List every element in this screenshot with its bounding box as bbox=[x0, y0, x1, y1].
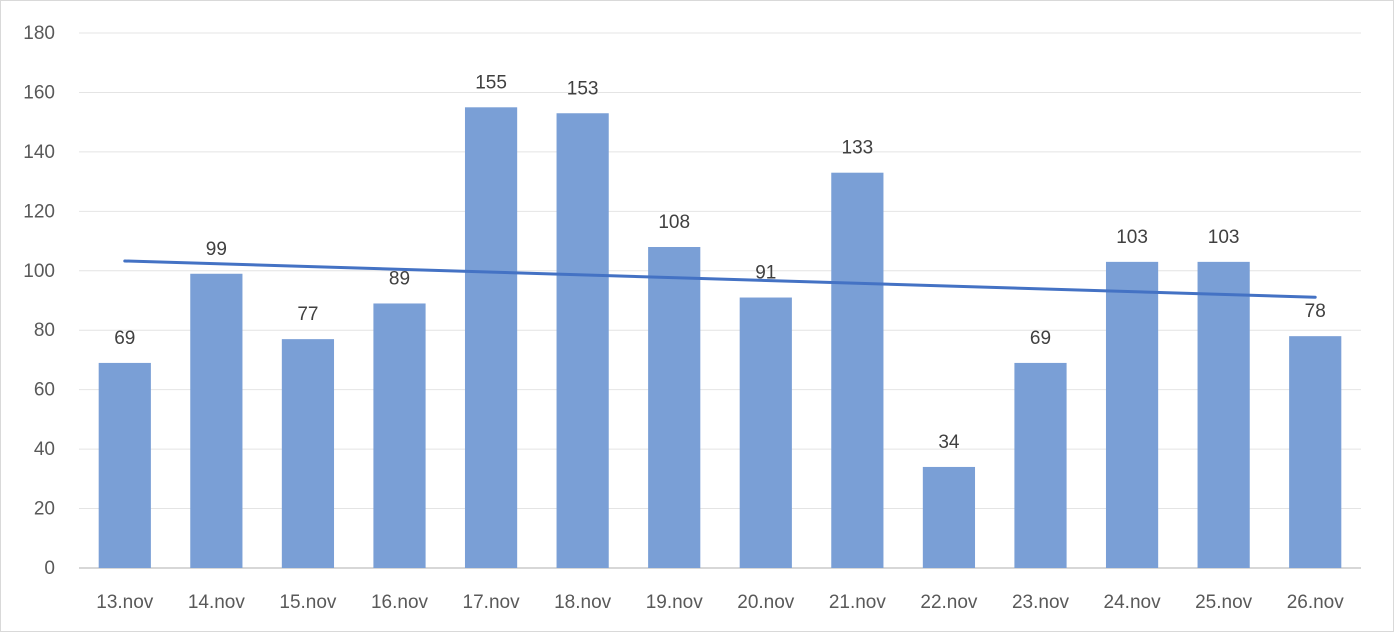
data-label: 103 bbox=[1116, 227, 1148, 248]
bar bbox=[556, 113, 609, 568]
data-label: 34 bbox=[938, 432, 960, 453]
data-label: 155 bbox=[475, 72, 507, 93]
data-label: 108 bbox=[658, 212, 690, 233]
x-tick-label: 18.nov bbox=[554, 592, 612, 613]
x-tick-label: 15.nov bbox=[279, 592, 337, 613]
bar bbox=[281, 339, 335, 568]
data-label: 103 bbox=[1208, 227, 1240, 248]
bar bbox=[1289, 336, 1342, 568]
x-tick-label: 19.nov bbox=[646, 592, 704, 613]
trendline-group bbox=[123, 259, 1317, 299]
data-label: 91 bbox=[755, 263, 776, 284]
data-label: 77 bbox=[297, 304, 318, 325]
x-tick-label: 14.nov bbox=[188, 592, 246, 613]
data-label: 69 bbox=[1030, 328, 1051, 349]
data-label: 133 bbox=[842, 138, 874, 159]
x-tick-label: 26.nov bbox=[1287, 592, 1345, 613]
y-tick-label: 0 bbox=[44, 558, 55, 579]
y-tick-label: 20 bbox=[34, 499, 55, 520]
bar bbox=[831, 172, 884, 568]
y-tick-label: 60 bbox=[34, 380, 55, 401]
x-tick-label: 21.nov bbox=[829, 592, 887, 613]
bar bbox=[373, 303, 426, 568]
x-axis-labels: 13.nov 14.nov 15.nov 16.nov 17.nov 18.nov 19.n… bbox=[96, 592, 1344, 613]
bar bbox=[98, 362, 151, 568]
bar bbox=[1105, 261, 1159, 568]
gridlines bbox=[79, 32, 1361, 569]
data-label: 89 bbox=[389, 268, 410, 289]
x-tick-label: 17.nov bbox=[463, 592, 521, 613]
trendline bbox=[123, 259, 1317, 299]
y-tick-label: 120 bbox=[23, 201, 55, 222]
data-label: 69 bbox=[114, 328, 135, 349]
bar bbox=[190, 273, 243, 568]
bar bbox=[1014, 362, 1067, 568]
x-tick-label: 20.nov bbox=[737, 592, 795, 613]
x-tick-label: 16.nov bbox=[371, 592, 429, 613]
data-labels: 69 99 77 89 155 153 108 91 133 34 69 103 103 78 bbox=[114, 72, 1326, 453]
bar bbox=[1197, 261, 1250, 568]
data-label: 153 bbox=[567, 78, 599, 99]
bar bbox=[739, 297, 792, 568]
bar bbox=[464, 107, 518, 569]
data-label: 99 bbox=[206, 239, 227, 260]
y-tick-label: 100 bbox=[23, 261, 55, 282]
data-label: 78 bbox=[1305, 301, 1326, 322]
x-tick-label: 22.nov bbox=[920, 592, 978, 613]
y-tick-label: 40 bbox=[34, 439, 55, 460]
bar bbox=[648, 247, 701, 568]
y-tick-label: 160 bbox=[23, 82, 55, 103]
y-axis-labels: 0 20 40 60 80 100 120 140 160 180 bbox=[23, 23, 55, 579]
x-tick-label: 25.nov bbox=[1195, 592, 1253, 613]
bar bbox=[922, 466, 976, 568]
bars bbox=[98, 107, 1342, 569]
y-tick-label: 180 bbox=[23, 23, 55, 44]
y-tick-label: 80 bbox=[34, 320, 55, 341]
x-tick-label: 24.nov bbox=[1104, 592, 1162, 613]
y-tick-label: 140 bbox=[23, 142, 55, 163]
x-tick-label: 23.nov bbox=[1012, 592, 1070, 613]
x-tick-label: 13.nov bbox=[96, 592, 154, 613]
